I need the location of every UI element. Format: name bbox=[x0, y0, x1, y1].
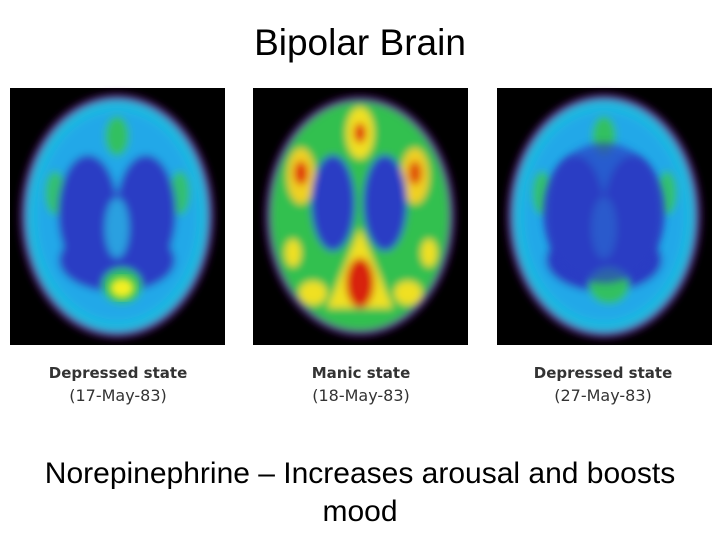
scan-3 bbox=[497, 88, 712, 345]
caption-label: Depressed state bbox=[48, 364, 188, 382]
brain-scans bbox=[0, 88, 720, 345]
scan-2 bbox=[253, 88, 468, 345]
slide-title: Bipolar Brain bbox=[254, 22, 466, 63]
caption-3: Depressed state (27-May-83) bbox=[503, 364, 703, 405]
footer-text: Norepinephrine – Increases arousal and b… bbox=[44, 457, 676, 528]
caption-label: Manic state bbox=[311, 364, 411, 382]
caption-1: Depressed state (17-May-83) bbox=[18, 364, 218, 405]
caption-date: (18-May-83) bbox=[312, 386, 410, 405]
caption-date: (27-May-83) bbox=[554, 386, 652, 405]
caption-2: Manic state (18-May-83) bbox=[261, 364, 461, 405]
scan-1 bbox=[10, 88, 225, 345]
caption-date: (17-May-83) bbox=[69, 386, 167, 405]
caption-label: Depressed state bbox=[533, 364, 673, 382]
